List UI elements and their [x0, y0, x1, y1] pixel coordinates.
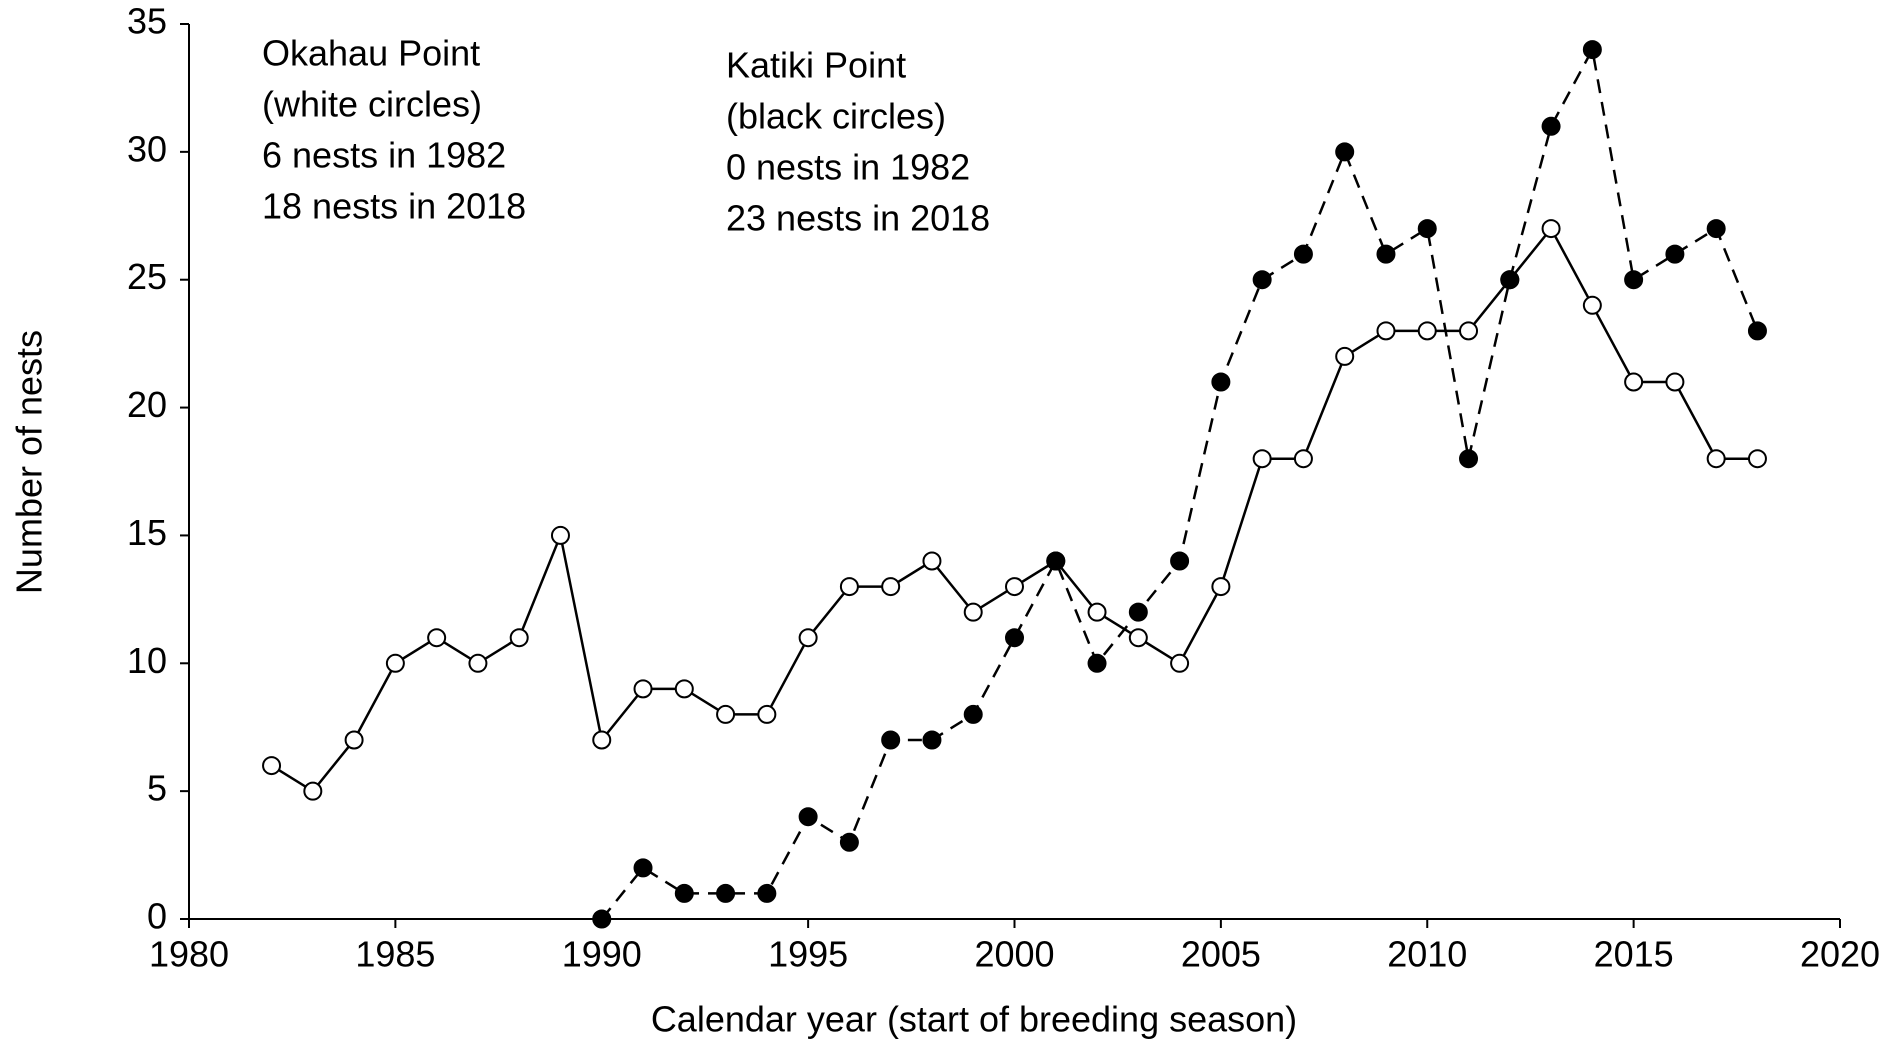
data-point: [1252, 270, 1272, 290]
data-point: [922, 730, 942, 750]
data-point: [385, 653, 405, 673]
data-point: [550, 525, 570, 545]
annotation: 23 nests in 2018: [726, 198, 990, 239]
data-point: [716, 704, 736, 724]
y-tick-label: 20: [127, 384, 167, 425]
data-point: [798, 628, 818, 648]
data-point: [674, 679, 694, 699]
data-point: [716, 883, 736, 903]
data-point: [881, 730, 901, 750]
data-point: [1500, 270, 1520, 290]
data-point: [922, 551, 942, 571]
data-point: [674, 883, 694, 903]
data-point: [1417, 321, 1437, 341]
data-point: [1046, 551, 1066, 571]
x-tick-label: 2020: [1800, 934, 1880, 975]
y-tick-label: 0: [147, 896, 167, 937]
data-point: [1128, 602, 1148, 622]
annotation: 0 nests in 1982: [726, 147, 970, 188]
data-point: [1624, 270, 1644, 290]
y-tick-label: 5: [147, 768, 167, 809]
data-point: [1706, 219, 1726, 239]
data-point: [427, 628, 447, 648]
data-point: [1582, 40, 1602, 60]
data-point: [1335, 142, 1355, 162]
data-point: [1541, 116, 1561, 136]
series-line: [270, 226, 1758, 793]
y-axis-label: Number of nests: [9, 330, 50, 594]
data-point: [1376, 244, 1396, 264]
data-point: [303, 781, 323, 801]
data-point: [1459, 321, 1479, 341]
data-point: [344, 730, 364, 750]
data-point: [1747, 321, 1767, 341]
data-point: [633, 679, 653, 699]
data-point: [468, 653, 488, 673]
x-tick-label: 1985: [355, 934, 435, 975]
data-point: [1459, 449, 1479, 469]
data-point: [839, 577, 859, 597]
annotation: 18 nests in 2018: [262, 186, 526, 227]
data-point: [1211, 372, 1231, 392]
data-point: [1087, 653, 1107, 673]
data-point: [1087, 602, 1107, 622]
data-point: [1665, 244, 1685, 264]
x-tick-label: 2005: [1181, 934, 1261, 975]
data-point: [592, 730, 612, 750]
data-point: [757, 704, 777, 724]
data-point: [1293, 449, 1313, 469]
data-point: [509, 628, 529, 648]
data-point: [1252, 449, 1272, 469]
data-point: [1128, 628, 1148, 648]
annotation: (black circles): [726, 96, 946, 137]
data-point: [1293, 244, 1313, 264]
y-tick-label: 25: [127, 256, 167, 297]
data-point: [881, 577, 901, 597]
x-tick-label: 1980: [149, 934, 229, 975]
x-tick-label: 1990: [562, 934, 642, 975]
y-tick-label: 30: [127, 128, 167, 169]
data-point: [1582, 295, 1602, 315]
data-point: [1624, 372, 1644, 392]
data-point: [963, 602, 983, 622]
data-point: [1706, 449, 1726, 469]
data-point: [1541, 219, 1561, 239]
data-point: [839, 832, 859, 852]
data-point: [633, 858, 653, 878]
x-axis-label: Calendar year (start of breeding season): [651, 999, 1297, 1040]
data-point: [1376, 321, 1396, 341]
data-point: [1005, 628, 1024, 648]
data-point: [963, 704, 983, 724]
data-point: [1335, 346, 1355, 366]
data-point: [798, 807, 818, 827]
data-point: [262, 756, 282, 776]
x-tick-label: 2000: [974, 934, 1054, 975]
y-tick-label: 35: [127, 1, 167, 42]
data-point: [1665, 372, 1685, 392]
data-point: [592, 909, 612, 929]
data-point: [1211, 577, 1231, 597]
data-point: [1747, 449, 1767, 469]
annotation: Okahau Point: [262, 33, 480, 74]
data-point: [1005, 577, 1024, 597]
x-tick-label: 2015: [1594, 934, 1674, 975]
y-tick-label: 10: [127, 640, 167, 681]
data-point: [1170, 653, 1190, 673]
x-tick-label: 1995: [768, 934, 848, 975]
data-point: [757, 883, 777, 903]
data-point: [1417, 219, 1437, 239]
x-tick-label: 2010: [1387, 934, 1467, 975]
annotation: 6 nests in 1982: [262, 135, 506, 176]
annotation: Katiki Point: [726, 45, 906, 86]
data-point: [1170, 551, 1190, 571]
y-tick-label: 15: [127, 512, 167, 553]
annotation: (white circles): [262, 84, 482, 125]
